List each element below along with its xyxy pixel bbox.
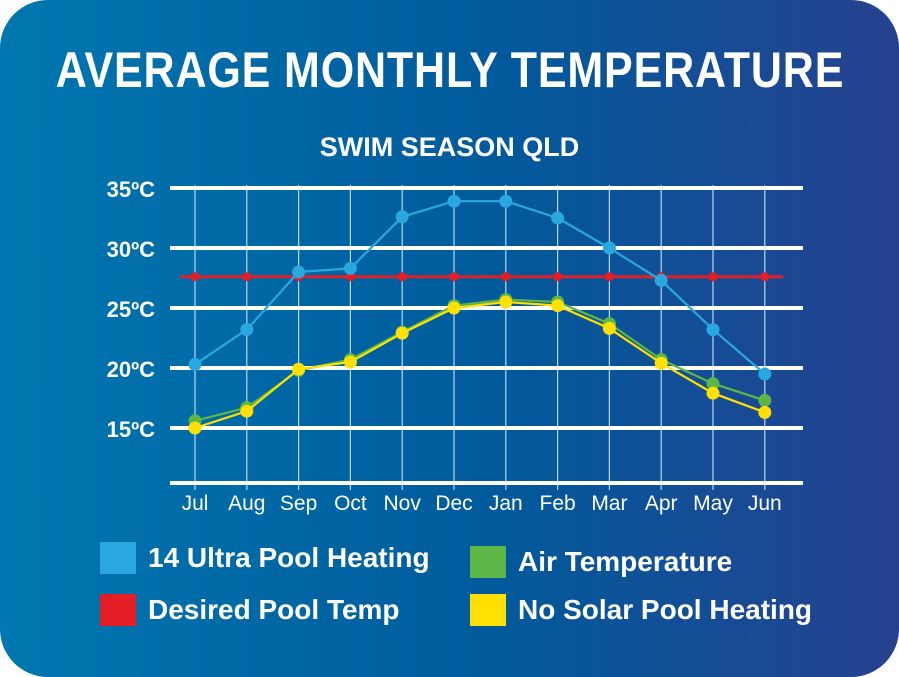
data-point [240,323,254,337]
data-point [553,272,563,282]
data-point [499,194,513,208]
y-tick-label: 20ºC [107,357,156,382]
data-point [240,404,254,418]
x-tick-label: Aug [228,492,265,515]
legend-label: 14 Ultra Pool Heating [148,542,430,573]
data-point [602,241,616,255]
data-point [343,261,357,275]
data-point [654,273,668,287]
legend-swatch [470,594,506,626]
x-tick-label: Dec [435,492,472,515]
data-point [499,295,513,309]
data-point [449,272,459,282]
data-point [602,321,616,335]
data-point [706,377,720,391]
legend-item-desired: Desired Pool Temp [100,594,400,626]
data-point [292,265,306,279]
data-point [292,362,306,376]
x-tick-label: Mar [591,492,627,515]
data-point [708,272,718,282]
data-point [447,301,461,315]
data-point [343,355,357,369]
data-point [551,211,565,225]
data-point [706,386,720,400]
legend-label: Air Temperature [518,546,733,577]
data-point [758,367,772,381]
legend-label: Desired Pool Temp [148,594,400,625]
chart-subtitle: SWIM SEASON QLD [319,132,580,162]
legend-label: No Solar Pool Heating [518,594,813,625]
x-tick-label: Jun [748,492,782,515]
data-point [706,323,720,337]
data-point [758,393,772,407]
x-tick-label: Feb [540,492,576,515]
data-point [395,326,409,340]
legend-item-air: Air Temperature [470,546,732,578]
y-tick-label: 25ºC [107,297,156,322]
series-line-0 [194,200,766,375]
legend-item-nosolar: No Solar Pool Heating [470,594,812,626]
data-point [190,272,200,282]
legend-swatch [470,546,506,578]
data-point [188,421,202,435]
data-point [760,272,770,282]
data-point [501,272,511,282]
x-tick-label: Oct [334,492,367,515]
x-tick-label: Apr [645,492,678,515]
chart-title: AVERAGE MONTHLY TEMPERATURE [55,42,844,98]
data-point [345,272,355,282]
legend-item-ultra: 14 Ultra Pool Heating [100,542,430,574]
y-tick-label: 35ºC [107,177,156,202]
data-point [604,272,614,282]
legend-swatch [100,594,136,626]
series-line-2 [194,298,766,422]
x-tick-label: Jan [489,492,523,515]
data-point [395,210,409,224]
y-tick-label: 15ºC [107,417,156,442]
data-point [654,356,668,370]
y-tick-label: 30ºC [107,237,156,262]
data-point [397,272,407,282]
x-tick-label: May [693,492,733,515]
data-point [242,272,252,282]
data-point [447,194,461,208]
series-line-3 [194,300,766,430]
data-point [188,357,202,371]
data-point [758,405,772,419]
legend-swatch [100,542,136,574]
x-tick-label: Sep [280,492,317,515]
data-point [551,299,565,313]
x-tick-label: Jul [182,492,209,515]
x-tick-label: Nov [384,492,422,515]
